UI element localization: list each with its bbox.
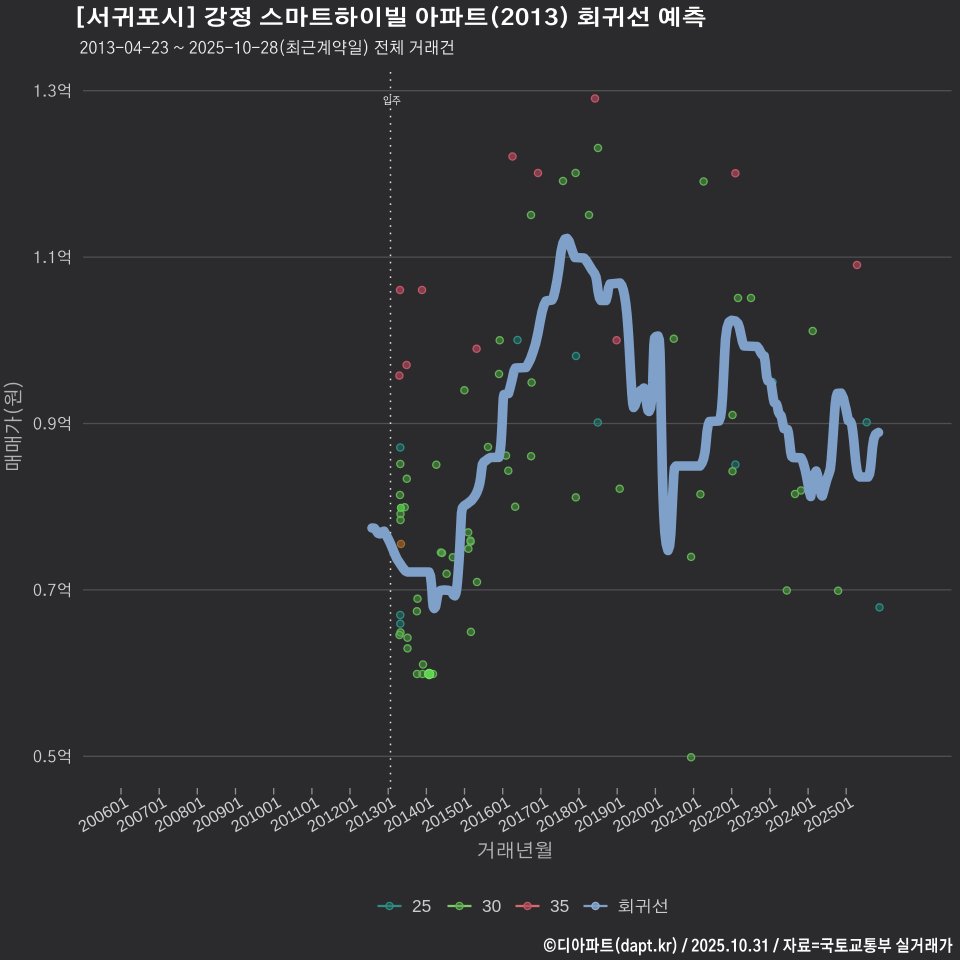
svg-text:35: 35 [550, 896, 569, 916]
svg-text:25: 25 [412, 896, 431, 916]
svg-text:30: 30 [482, 896, 501, 916]
